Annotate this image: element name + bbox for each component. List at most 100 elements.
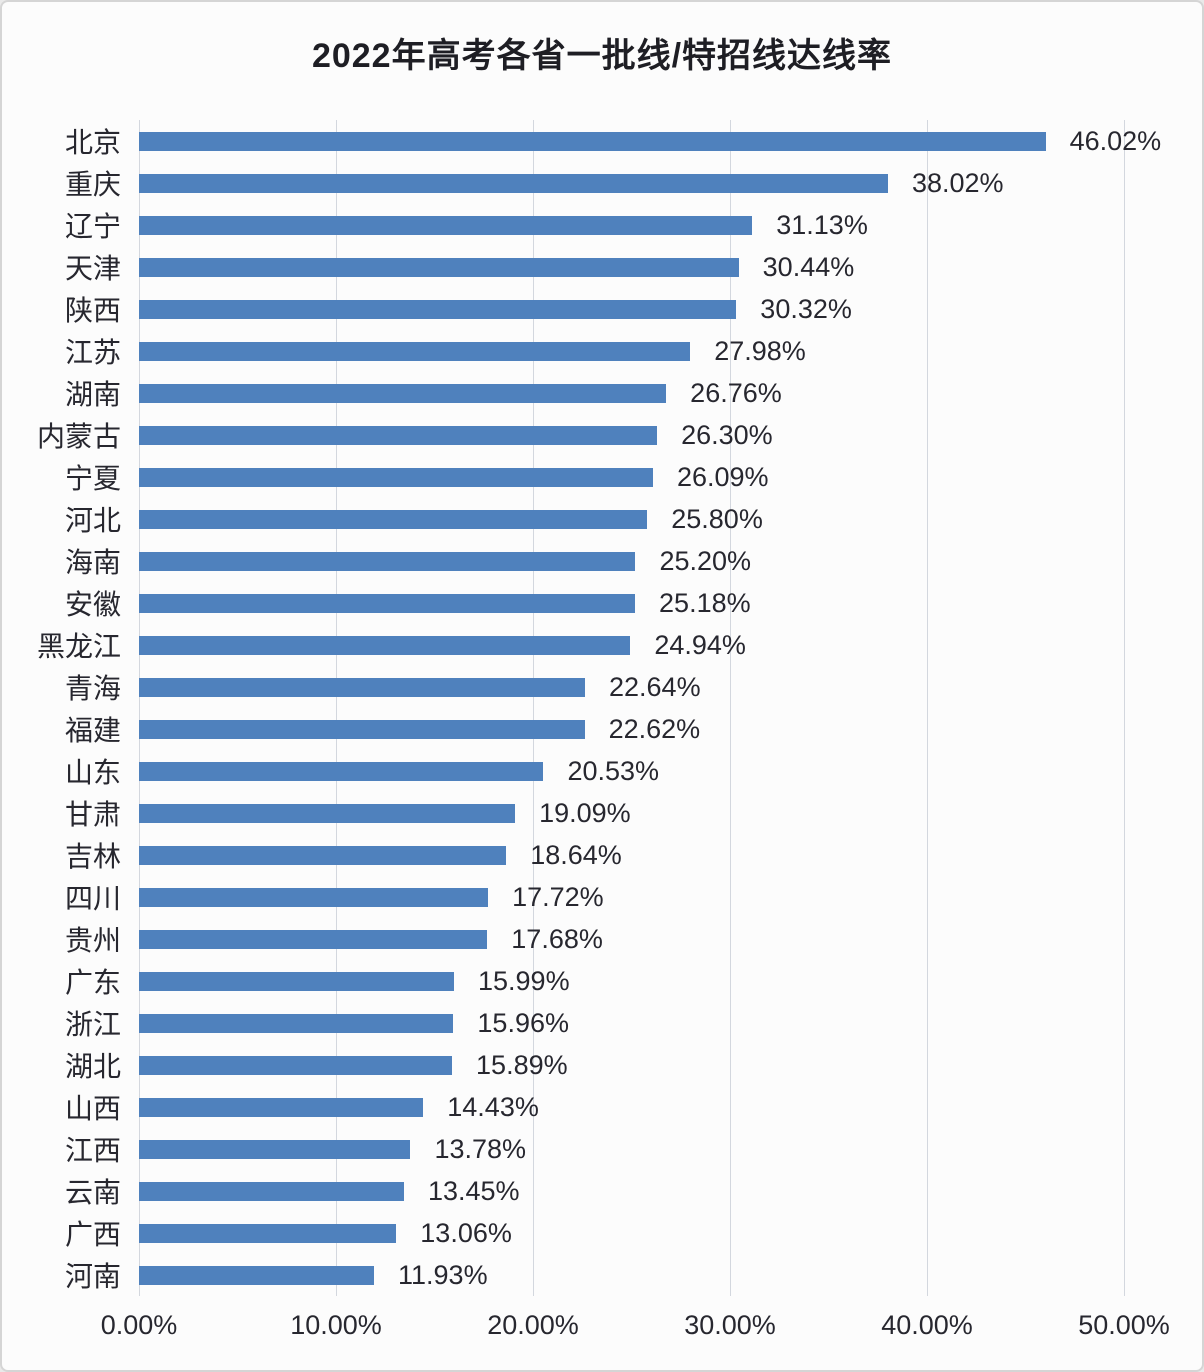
chart-title: 2022年高考各省一批线/特招线达线率 [311, 37, 893, 75]
x-tick-label: 20.00% [487, 1310, 579, 1340]
data-label: 46.02% [1069, 125, 1162, 156]
data-label: 26.09% [676, 461, 769, 492]
bars-layer: 46.02% 38.02% 31.13% 30.44% 30.32% 27.98% 26.7… [139, 120, 1161, 1296]
data-label: 14.43% [447, 1091, 539, 1122]
bar-row: 13.45% [139, 1170, 1124, 1212]
bar [139, 1223, 397, 1243]
bar [139, 509, 648, 529]
category-label: 湖北 [64, 1051, 121, 1082]
bar [139, 425, 658, 445]
gridline [1124, 120, 1125, 1296]
category-label: 河北 [64, 505, 121, 536]
data-label: 15.99% [478, 965, 570, 996]
bar-row: 31.13% [139, 204, 1124, 246]
x-tick-label: 40.00% [881, 1310, 973, 1340]
category-label: 辽宁 [64, 211, 121, 242]
category-label: 山东 [64, 757, 121, 788]
bar-row: 13.78% [139, 1128, 1124, 1170]
bar [139, 1139, 411, 1159]
data-label: 22.64% [609, 671, 701, 702]
data-label: 30.44% [762, 251, 855, 282]
category-label: 宁夏 [64, 463, 121, 494]
gridline [533, 120, 534, 1296]
data-label: 15.96% [477, 1007, 569, 1038]
data-label: 17.72% [512, 881, 604, 912]
bar [139, 803, 516, 823]
bar-row: 30.32% [139, 288, 1124, 330]
data-label: 18.64% [530, 839, 622, 870]
bar [139, 1055, 453, 1075]
bar-row: 26.09% [139, 456, 1124, 498]
data-label: 15.89% [476, 1049, 568, 1080]
category-label: 云南 [64, 1177, 121, 1208]
data-label: 26.30% [681, 419, 773, 450]
bar [139, 131, 1046, 151]
category-label: 北京 [64, 127, 121, 158]
bar [139, 467, 653, 487]
data-label: 11.93% [398, 1259, 488, 1290]
bar [139, 929, 488, 949]
bar-row: 24.94% [139, 624, 1124, 666]
bar-row: 13.06% [139, 1212, 1124, 1254]
data-label: 13.06% [420, 1217, 512, 1248]
category-label: 江苏 [64, 337, 121, 368]
bar-row: 25.20% [139, 540, 1124, 582]
bar [139, 971, 454, 991]
bar-row: 17.68% [139, 918, 1124, 960]
x-tick-label: 50.00% [1078, 1310, 1170, 1340]
category-label: 广东 [64, 967, 121, 998]
data-label: 26.76% [690, 377, 782, 408]
bar [139, 257, 739, 277]
bar [139, 677, 585, 697]
bar [139, 341, 691, 361]
category-label: 青海 [64, 673, 121, 704]
bar-row: 22.64% [139, 666, 1124, 708]
bar-row: 15.96% [139, 1002, 1124, 1044]
gridline [336, 120, 337, 1296]
data-label: 20.53% [567, 755, 660, 786]
data-label: 17.68% [511, 923, 603, 954]
bar [139, 383, 667, 403]
bar-row: 14.43% [139, 1086, 1124, 1128]
data-label: 31.13% [776, 209, 868, 240]
category-label: 浙江 [64, 1009, 121, 1040]
bar-row: 25.80% [139, 498, 1124, 540]
data-label: 25.20% [659, 545, 752, 576]
bar-row: 25.18% [139, 582, 1124, 624]
data-label: 38.02% [911, 167, 1004, 198]
bar [139, 761, 544, 781]
x-tick-label: 0.00% [100, 1310, 178, 1340]
bar [139, 551, 636, 571]
bar [139, 1013, 454, 1033]
x-tick-label: 30.00% [684, 1310, 776, 1340]
data-label: 25.18% [659, 587, 751, 618]
gridline [927, 120, 928, 1296]
category-label: 贵州 [64, 925, 121, 956]
category-label: 陕西 [64, 295, 121, 326]
bar [139, 1181, 404, 1201]
bar [139, 593, 636, 613]
category-label: 江西 [64, 1135, 121, 1166]
bar-row: 22.62% [139, 708, 1124, 750]
bar [139, 173, 888, 193]
bar [139, 845, 507, 865]
bar-row: 20.53% [139, 750, 1124, 792]
data-label: 19.09% [539, 797, 631, 828]
category-label: 吉林 [64, 841, 121, 872]
bar-row: 15.99% [139, 960, 1124, 1002]
category-label: 福建 [64, 715, 121, 746]
category-label: 四川 [64, 883, 121, 914]
bar [139, 635, 631, 655]
bar [139, 299, 737, 319]
y-axis-labels: 北京 重庆 辽宁 天津 陕西 江苏 湖南 内蒙古 宁夏 河北 海南 安徽 黑龙江 青海 福建 山东 甘肃 吉林 四川… [2, 120, 121, 1296]
gridline [730, 120, 731, 1296]
data-label: 22.62% [608, 713, 701, 744]
category-label: 重庆 [64, 169, 121, 200]
bar [139, 1265, 375, 1285]
data-label: 27.98% [714, 335, 806, 366]
data-label: 25.80% [671, 503, 763, 534]
x-axis: 0.00% 10.00% 20.00% 30.00% 40.00% 50.00% [101, 1310, 1170, 1350]
bar-row: 27.98% [139, 330, 1124, 372]
category-label: 山西 [64, 1093, 121, 1124]
